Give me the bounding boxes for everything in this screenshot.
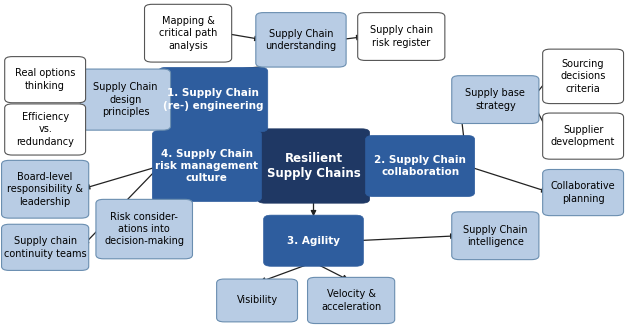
FancyBboxPatch shape: [1, 224, 89, 270]
Text: Board-level
responsibility &
leadership: Board-level responsibility & leadership: [7, 172, 83, 207]
Text: Mapping &
critical path
analysis: Mapping & critical path analysis: [159, 16, 218, 50]
Text: Supply Chain
understanding: Supply Chain understanding: [265, 29, 337, 51]
Text: Real options
thinking: Real options thinking: [15, 68, 75, 91]
FancyBboxPatch shape: [217, 279, 298, 322]
FancyBboxPatch shape: [4, 104, 85, 155]
FancyBboxPatch shape: [366, 135, 475, 197]
Text: Supply Chain
intelligence: Supply Chain intelligence: [463, 224, 527, 247]
Text: Supply chain
risk register: Supply chain risk register: [370, 25, 433, 48]
Text: Sourcing
decisions
criteria: Sourcing decisions criteria: [561, 59, 606, 94]
Text: Visibility: Visibility: [236, 295, 278, 305]
FancyBboxPatch shape: [451, 212, 539, 260]
Text: Supply base
strategy: Supply base strategy: [465, 88, 525, 111]
FancyBboxPatch shape: [264, 215, 364, 266]
FancyBboxPatch shape: [96, 199, 192, 259]
FancyBboxPatch shape: [256, 13, 346, 67]
FancyBboxPatch shape: [144, 4, 232, 62]
Text: Supply Chain
design
principles: Supply Chain design principles: [93, 82, 157, 117]
Text: Velocity &
acceleration: Velocity & acceleration: [321, 289, 381, 312]
FancyBboxPatch shape: [357, 13, 445, 60]
FancyBboxPatch shape: [543, 49, 623, 104]
FancyBboxPatch shape: [4, 56, 85, 103]
Text: Risk consider-
ations into
decision-making: Risk consider- ations into decision-maki…: [104, 212, 184, 246]
Text: 1. Supply Chain
(re-) engineering: 1. Supply Chain (re-) engineering: [163, 88, 263, 111]
Text: Supply chain
continuity teams: Supply chain continuity teams: [4, 236, 87, 259]
Text: Collaborative
planning: Collaborative planning: [551, 181, 616, 204]
Text: Supplier
development: Supplier development: [551, 125, 615, 147]
FancyBboxPatch shape: [543, 113, 623, 159]
Text: Efficiency
vs.
redundancy: Efficiency vs. redundancy: [16, 112, 74, 147]
Text: 4. Supply Chain
risk management
culture: 4. Supply Chain risk management culture: [155, 149, 258, 183]
FancyBboxPatch shape: [1, 160, 89, 218]
FancyBboxPatch shape: [451, 76, 539, 124]
FancyBboxPatch shape: [257, 129, 369, 203]
FancyBboxPatch shape: [159, 67, 268, 132]
FancyBboxPatch shape: [543, 169, 623, 216]
FancyBboxPatch shape: [152, 130, 261, 202]
Text: Resilient
Supply Chains: Resilient Supply Chains: [266, 151, 361, 181]
Text: 3. Agility: 3. Agility: [287, 236, 340, 246]
FancyBboxPatch shape: [308, 277, 395, 323]
FancyBboxPatch shape: [80, 69, 171, 130]
Text: 2. Supply Chain
collaboration: 2. Supply Chain collaboration: [374, 155, 466, 177]
